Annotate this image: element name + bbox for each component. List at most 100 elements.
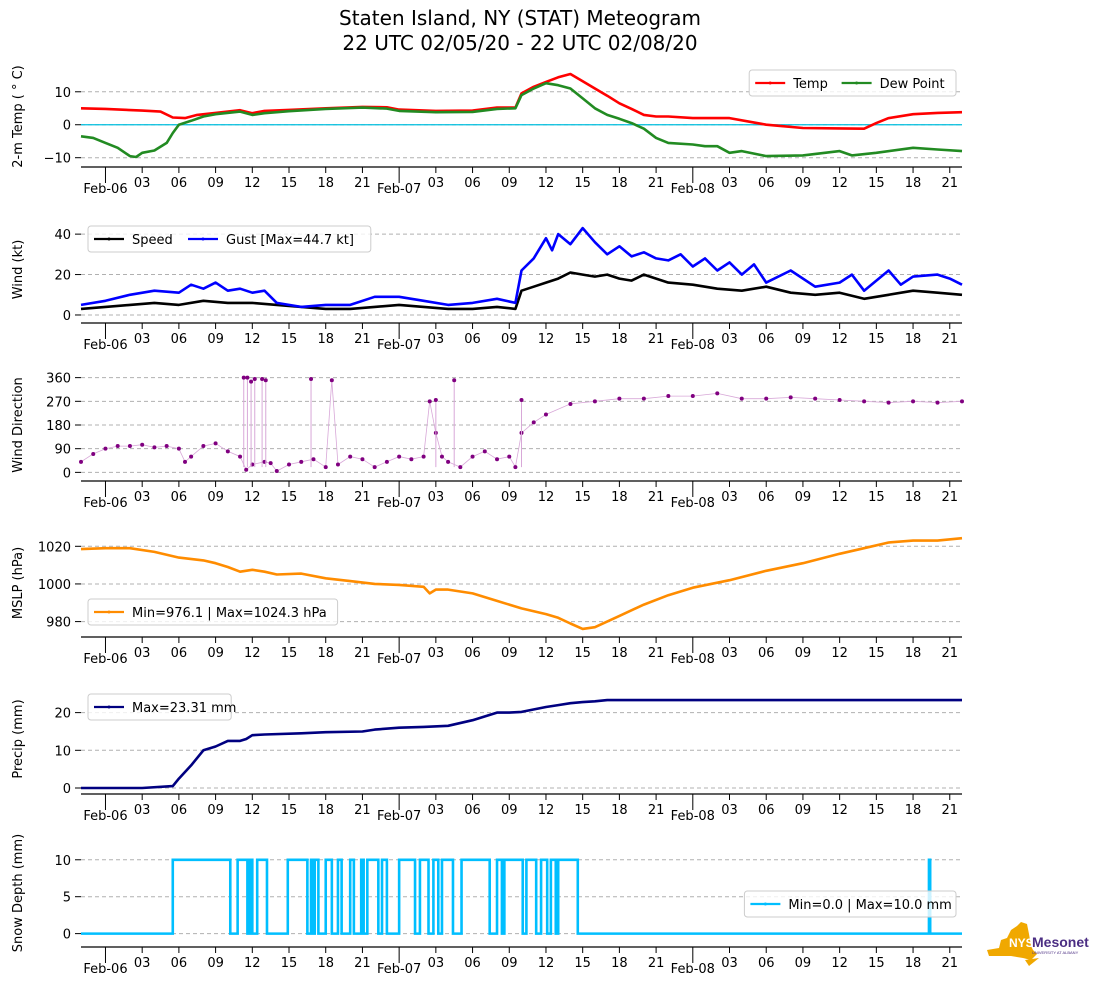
direction-point	[715, 391, 720, 396]
direction-point	[127, 444, 132, 449]
mslp-xtick-label: 06	[464, 646, 481, 661]
snow-xtick-label: 09	[501, 956, 518, 971]
precip-legend-label: Max=23.31 mm	[132, 701, 236, 716]
wind-xtick-label: 06	[171, 332, 188, 347]
direction-point	[274, 469, 279, 474]
wind-xtick-label: 18	[611, 332, 628, 347]
snow-xtick-label: 09	[207, 956, 224, 971]
precip-xtick-label: 18	[611, 803, 628, 818]
direction-day-label: Feb-07	[377, 496, 421, 511]
precip-xtick-label: 18	[317, 803, 334, 818]
wind-xtick-label: 15	[281, 332, 298, 347]
direction-point	[201, 444, 206, 449]
precip-xtick-label: 15	[868, 803, 885, 818]
wind-ytick-label: 40	[54, 228, 71, 243]
snow-series	[81, 858, 962, 935]
precip-xtick-label: 06	[464, 803, 481, 818]
direction-point	[299, 459, 304, 464]
logo-mesonet-text: Mesonet	[1032, 934, 1089, 950]
direction-xtick-label: 18	[317, 490, 334, 505]
direction-point	[244, 467, 249, 472]
wind-xtick-label: 18	[317, 332, 334, 347]
wind-xtick-label: 21	[941, 332, 958, 347]
direction-spike-point	[433, 398, 438, 402]
direction-point	[348, 454, 353, 459]
wind-xtick-label: 18	[905, 332, 922, 347]
direction-point	[960, 399, 964, 404]
mslp-xtick-label: 09	[501, 646, 518, 661]
direction-point	[837, 398, 842, 402]
direction-point	[495, 457, 500, 462]
temp-xtick-label: 12	[538, 176, 555, 191]
mslp-xtick-label: 18	[905, 646, 922, 661]
direction-point	[641, 396, 646, 401]
snow-xtick-label: 06	[171, 956, 188, 971]
wind-xtick-label: 15	[574, 332, 591, 347]
wind-xtick-label: 03	[428, 332, 445, 347]
wind-xtick-label: 09	[207, 332, 224, 347]
direction-point	[213, 441, 218, 446]
temp-xtick-label: 06	[171, 176, 188, 191]
temp-ytick-label: 0	[63, 119, 71, 134]
direction-point	[764, 396, 769, 401]
mslp-xtick-label: 15	[574, 646, 591, 661]
direction-point	[690, 394, 695, 399]
direction-day-label: Feb-06	[83, 496, 127, 511]
temp-legend-label: Dew Point	[880, 77, 945, 92]
temp-xtick-label: 18	[317, 176, 334, 191]
wind-xtick-label: 12	[831, 332, 848, 347]
temp-ytick-label: 10	[54, 86, 71, 101]
precip-series-precip	[81, 698, 962, 790]
mslp-xtick-label: 18	[611, 646, 628, 661]
nys-state-shape-icon	[987, 922, 1039, 966]
direction-xtick-label: 18	[905, 490, 922, 505]
snow-xtick-label: 18	[905, 956, 922, 971]
precip-xtick-label: 18	[905, 803, 922, 818]
wind-legend-label: Speed	[132, 233, 173, 248]
snow-ytick-label: 0	[63, 928, 71, 943]
direction-point	[507, 454, 512, 459]
logo-university-text: UNIVERSITY AT ALBANY	[1032, 950, 1079, 955]
precip-xtick-label: 15	[574, 803, 591, 818]
mslp-xtick-label: 03	[721, 646, 738, 661]
precip-xtick-label: 09	[207, 803, 224, 818]
precip-xtick-label: 12	[831, 803, 848, 818]
direction-point	[225, 449, 230, 454]
snow-xtick-label: 03	[721, 956, 738, 971]
wind-xtick-label: 21	[648, 332, 665, 347]
direction-point	[268, 461, 273, 466]
precip-xtick-label: 06	[758, 803, 775, 818]
snow-day-label: Feb-07	[377, 962, 421, 977]
precip-xtick-label: 21	[648, 803, 665, 818]
direction-point	[568, 401, 573, 406]
direction-point	[311, 457, 316, 462]
snow-day-label: Feb-06	[83, 962, 127, 977]
direction-xtick-label: 21	[648, 490, 665, 505]
mslp-series-mslp	[80, 536, 963, 631]
direction-xtick-label: 21	[941, 490, 958, 505]
mslp-legend-label: Min=976.1 | Max=1024.3 hPa	[132, 606, 327, 621]
direction-xtick-label: 06	[171, 490, 188, 505]
title-line-1: Staten Island, NY (STAT) Meteogram	[339, 6, 701, 30]
snow-ytick-label: 5	[63, 891, 71, 906]
temp-xtick-label: 15	[574, 176, 591, 191]
direction-point	[446, 459, 451, 464]
mslp-xtick-label: 12	[538, 646, 555, 661]
precip-day-label: Feb-07	[377, 809, 421, 824]
direction-point	[79, 459, 83, 464]
direction-point	[323, 465, 328, 470]
wind-xtick-label: 09	[795, 332, 812, 347]
mslp-xtick-label: 21	[648, 646, 665, 661]
temp-day-label: Feb-06	[83, 182, 127, 197]
snow-xtick-label: 12	[244, 956, 261, 971]
mslp-xtick-label: 15	[868, 646, 885, 661]
direction-point	[397, 454, 402, 459]
temp-xtick-label: 12	[244, 176, 261, 191]
precip-day-label: Feb-06	[83, 809, 127, 824]
direction-spike-point	[245, 375, 250, 380]
direction-spike-point	[263, 378, 268, 383]
direction-xtick-label: 03	[134, 490, 151, 505]
wind-series-speed	[80, 271, 963, 311]
precip-xtick-label: 21	[354, 803, 371, 818]
direction-spike-point	[519, 398, 524, 402]
